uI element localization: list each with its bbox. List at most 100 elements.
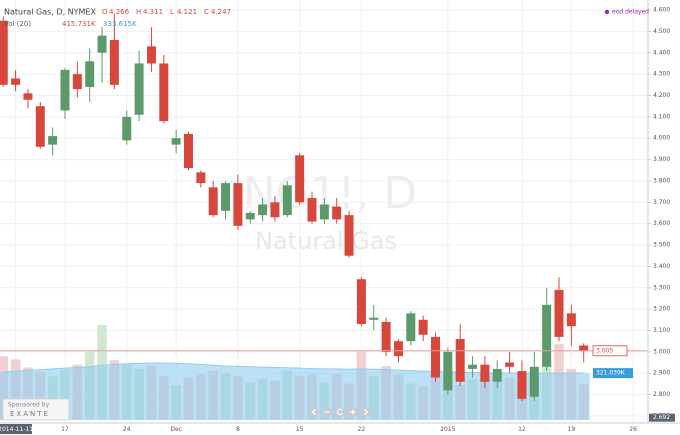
time-scale [0, 423, 680, 435]
candle-body [171, 138, 181, 145]
candle-body [418, 319, 428, 335]
volume-ma-area [0, 363, 590, 420]
legend-key: L [170, 8, 174, 16]
candle-body [492, 368, 502, 382]
legend-value: 4.247 [211, 8, 231, 16]
icon [311, 409, 316, 415]
y-tick-label: 4.400 [653, 49, 670, 56]
candle-body [35, 106, 45, 147]
sponsor-caption: Sponsored by [8, 402, 49, 409]
low-marker-box [649, 413, 675, 422]
x-tick-label: 8 [236, 426, 240, 433]
reset-button[interactable] [335, 407, 345, 417]
y-tick-label: 4.500 [653, 28, 670, 35]
candles [0, 14, 589, 401]
candle-body [60, 69, 70, 111]
last-volume-label: 321.039K [596, 370, 626, 377]
x-tick-label: 19 [568, 426, 576, 433]
candle-body [468, 364, 478, 369]
candle-body [307, 198, 317, 222]
y-tick-label: 3.800 [653, 177, 670, 184]
candle-body [146, 46, 156, 64]
scroll-right-button[interactable] [361, 407, 371, 417]
icon [337, 408, 344, 416]
candle-body [159, 63, 169, 122]
y-tick-label: 3.000 [653, 348, 670, 355]
x-tick-label: 17 [61, 426, 69, 433]
sponsor-box[interactable]: Sponsored by EXANTE [2, 398, 70, 421]
icon [350, 409, 356, 415]
candle-body [196, 172, 206, 184]
volume-average: 333.615K [103, 20, 137, 28]
zoom-out-button[interactable] [322, 407, 332, 417]
candle-body [134, 63, 144, 115]
candle-body [208, 187, 218, 216]
button-bg [309, 407, 319, 417]
legend-value: 4.311 [143, 8, 163, 16]
candle-body [48, 136, 58, 145]
x-tick-label: 2015 [440, 426, 455, 433]
candle-body [529, 366, 539, 397]
y-tick-label: 3.500 [653, 242, 670, 249]
candle-body [109, 39, 119, 85]
y-tick-label: 2.800 [653, 391, 670, 398]
y-tick-label: 4.200 [653, 92, 670, 99]
watermark-symbol: NG1!, D [243, 168, 418, 219]
ohlc-legend: O 4.266 H 4.311 L 4.121 C 4.247 [102, 8, 231, 16]
candle-body [554, 289, 564, 337]
candle-body [97, 35, 107, 53]
icon [364, 409, 369, 415]
candle-body [344, 215, 354, 256]
y-tick-label: 3.200 [653, 306, 670, 313]
candle-body [221, 183, 231, 211]
watermark-name: Natural Gas [255, 227, 397, 255]
y-tick-label: 4.000 [653, 135, 670, 142]
x-tick-label: 12 [518, 426, 526, 433]
y-tick-label: 3.300 [653, 284, 670, 291]
candle-body [369, 317, 379, 320]
candle-body [122, 116, 132, 141]
y-tick-label: 3.700 [653, 199, 670, 206]
candle-body [431, 336, 440, 378]
candle-body [245, 212, 255, 220]
candle-body [517, 371, 527, 399]
candle-body [332, 206, 342, 220]
status-dot [604, 9, 610, 15]
candle-body [85, 61, 95, 87]
legend-value: 4.121 [177, 8, 197, 16]
scroll-left-button[interactable] [309, 407, 319, 417]
candle-body [23, 93, 33, 100]
candle-body [443, 351, 453, 391]
candle-body [72, 74, 82, 90]
x-tick-label: 26 [629, 426, 637, 433]
volume-pane [0, 325, 590, 420]
last-price-label: 3.005 [596, 347, 613, 354]
last-volume-box [593, 368, 633, 379]
price-scale [648, 0, 680, 423]
last-price-box [592, 345, 628, 357]
candle-body [356, 279, 366, 325]
symbol-title: Natural Gas, D, NYMEX [4, 8, 96, 17]
candle-body [579, 345, 589, 351]
x-tick-label: 22 [358, 426, 366, 433]
candle-body [566, 313, 576, 327]
candle-body [270, 202, 280, 218]
candle-body [406, 313, 416, 342]
sponsor-name: EXANTE [10, 410, 50, 418]
candle-body [381, 321, 391, 352]
y-tick-label: 4.300 [653, 71, 670, 78]
candle-body [505, 362, 515, 367]
y-tick-label: 3.400 [653, 263, 670, 270]
legend-key: O [102, 8, 108, 16]
y-tick-label: 4.600 [653, 7, 670, 14]
x-tick-label: 24 [123, 426, 131, 433]
candle-body [393, 341, 403, 357]
x-tick-label: 15 [296, 426, 304, 433]
zoom-in-button[interactable] [348, 407, 358, 417]
sponsor-frame [2, 398, 70, 421]
legend-key: C [204, 8, 209, 16]
axes: 2.7002.8002.9003.0003.1003.2003.3003.400… [0, 7, 675, 434]
date-highlight [0, 424, 32, 434]
button-bg [335, 407, 345, 417]
